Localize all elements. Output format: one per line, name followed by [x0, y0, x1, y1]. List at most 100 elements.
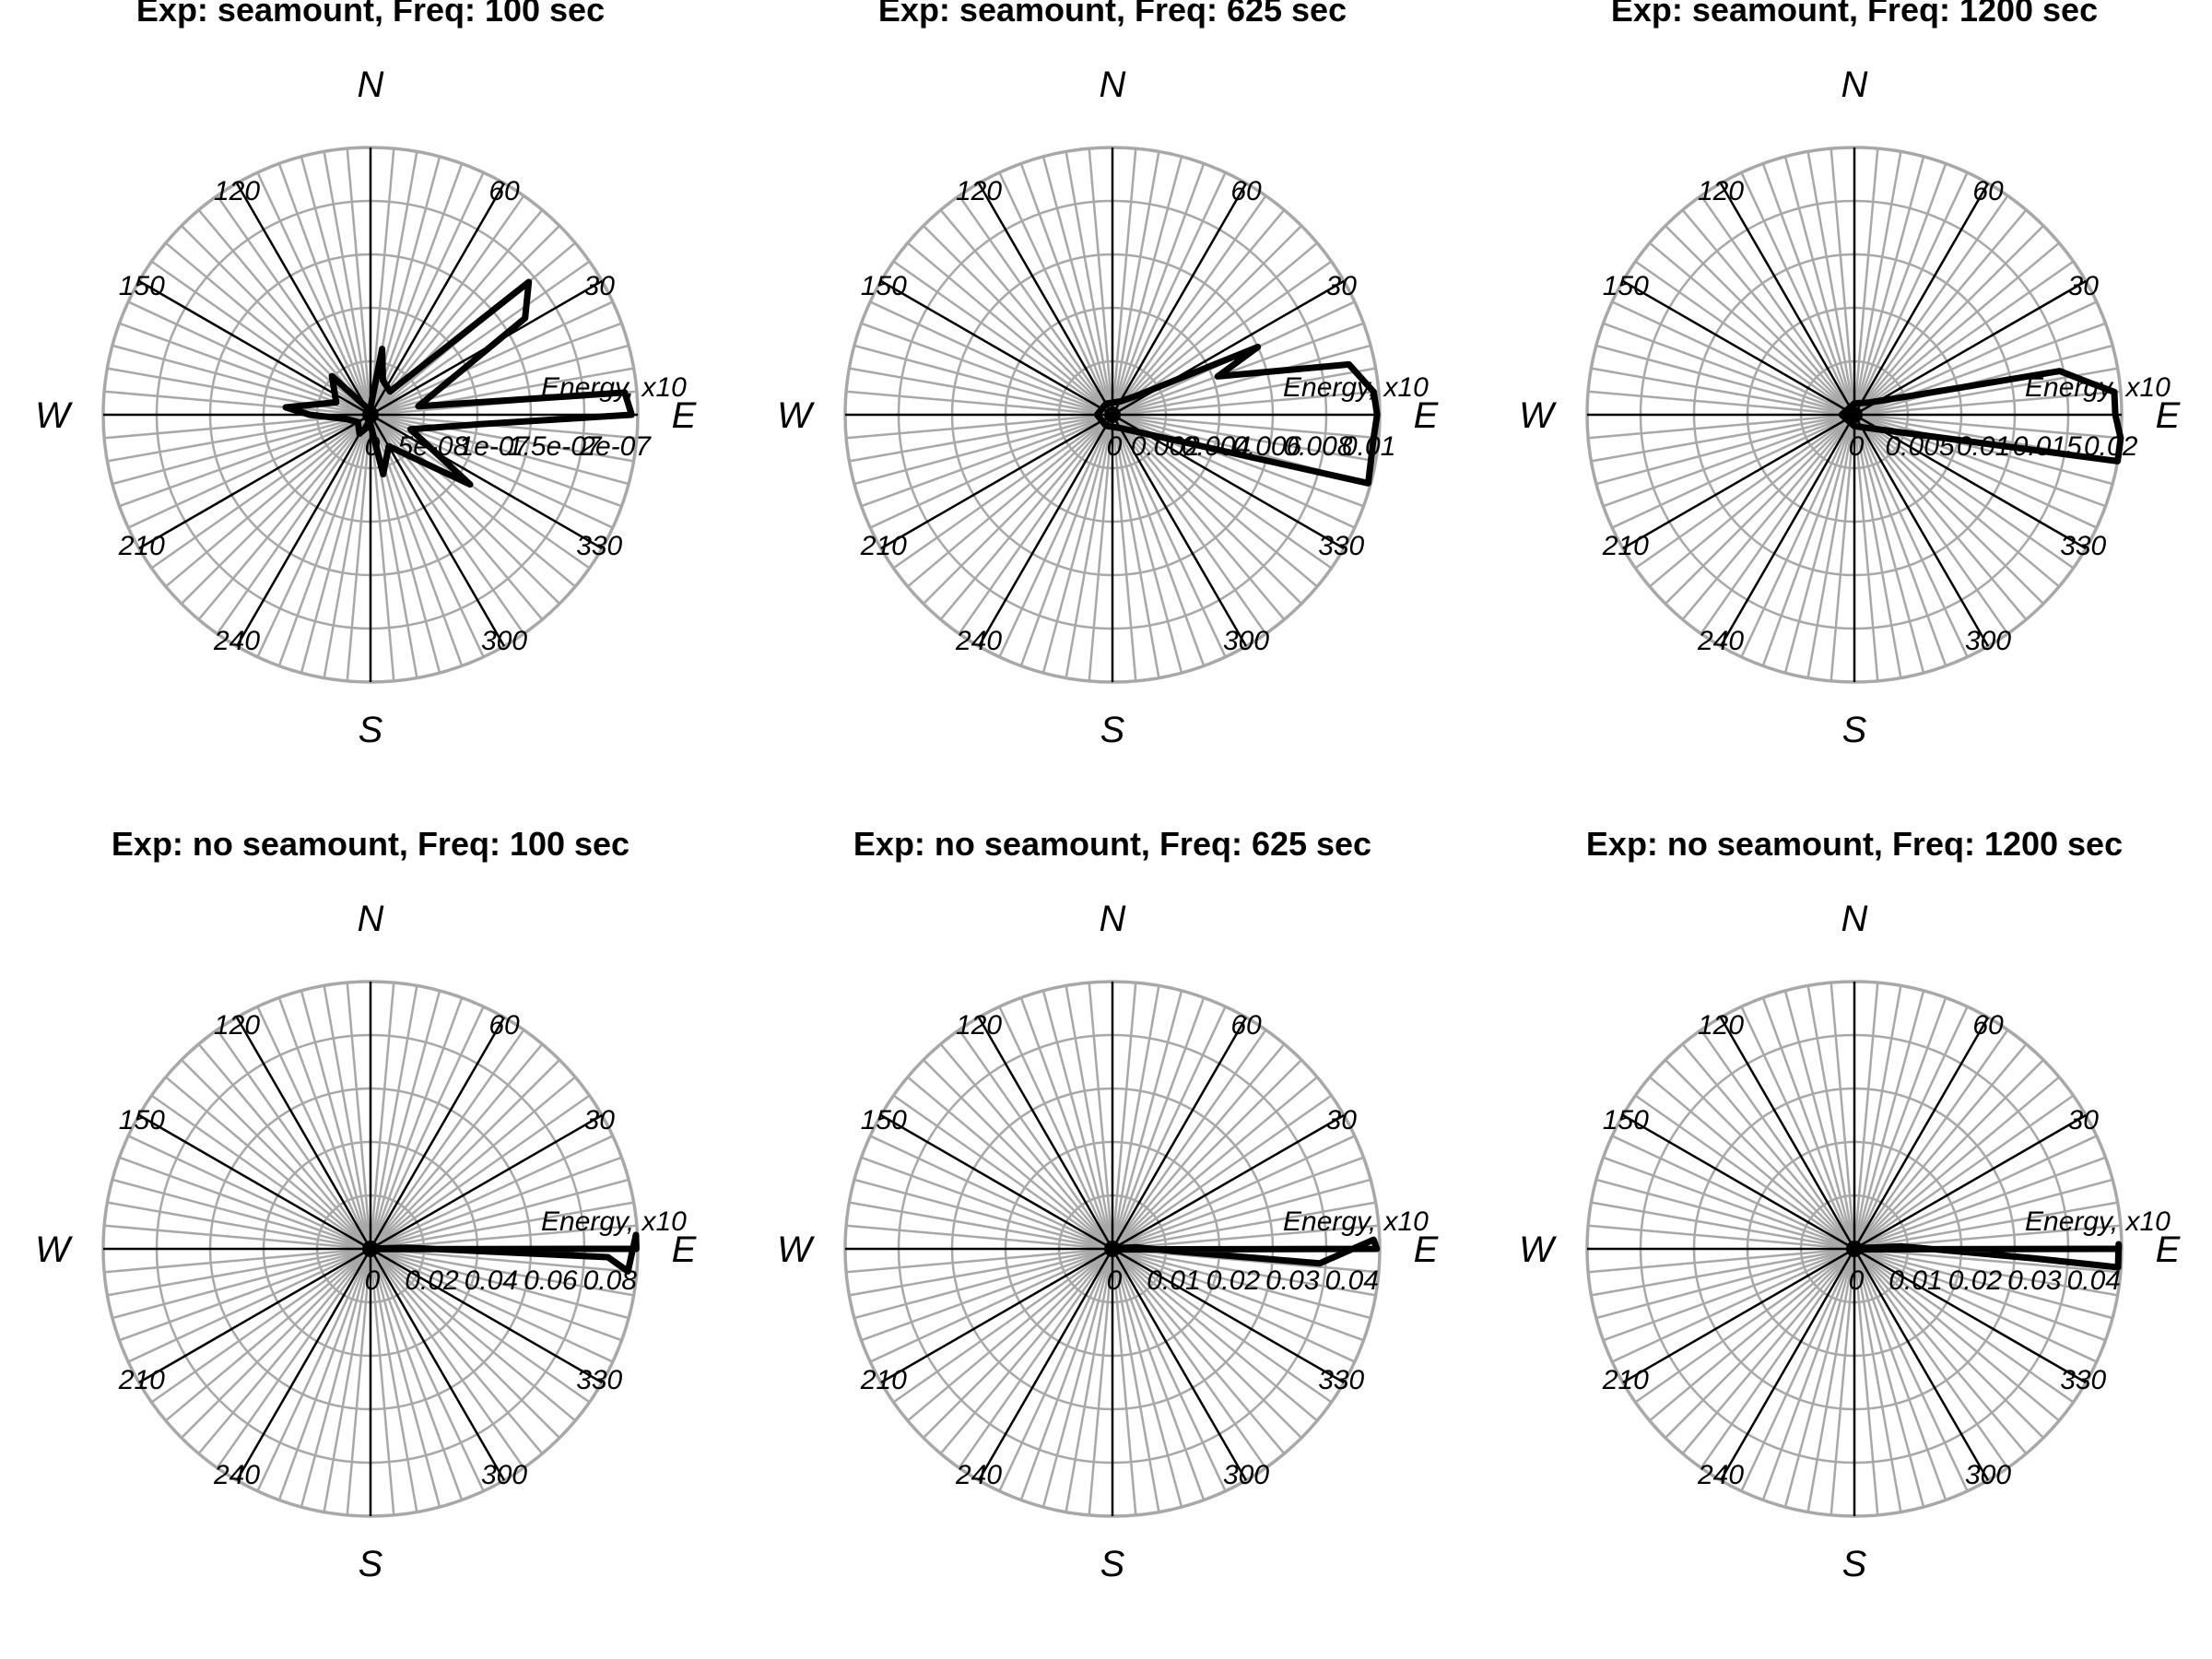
radial-tick-label: 0.04 — [1325, 1265, 1379, 1296]
angle-tick-label: 60 — [1230, 176, 1262, 206]
angle-tick-label: 30 — [2068, 1105, 2100, 1135]
angle-tick-label: 300 — [1223, 1460, 1269, 1490]
compass-label-west: W — [1519, 1230, 1557, 1270]
center-hub — [362, 1241, 379, 1257]
angle-tick-label: 330 — [1318, 531, 1364, 561]
compass-label-north: N — [1841, 65, 1868, 105]
angle-tick-label: 330 — [2060, 1365, 2106, 1395]
polar-panel: Exp: no seamount, Freq: 625 secNSEW30601… — [777, 825, 1440, 1584]
angle-tick-label: 300 — [481, 626, 527, 656]
compass-label-north: N — [358, 899, 384, 939]
compass-label-south: S — [359, 710, 383, 750]
compass-label-south: S — [359, 1544, 383, 1584]
angle-tick-label: 210 — [118, 531, 165, 561]
radial-tick-label: 0 — [1107, 431, 1123, 462]
angle-tick-label: 240 — [213, 1460, 260, 1490]
radial-tick-label: 0 — [1849, 1265, 1865, 1296]
angle-tick-label: 150 — [119, 271, 165, 301]
angle-tick-label: 120 — [214, 1010, 260, 1041]
angle-tick-label: 210 — [1602, 1365, 1649, 1395]
polar-panel: Exp: no seamount, Freq: 100 sec N S E W 30 60 1… — [35, 825, 698, 1584]
angle-tick-label: 330 — [2060, 531, 2106, 561]
angle-tick-label: 240 — [1697, 1460, 1744, 1490]
panel-title: Exp: seamount, Freq: 625 sec — [878, 0, 1347, 29]
compass-label-south: S — [1842, 1544, 1867, 1584]
compass-label-north: N — [1841, 899, 1868, 939]
angle-tick-label: 120 — [1698, 1010, 1744, 1041]
angle-tick-label: 120 — [956, 1010, 1002, 1041]
compass-label-north: N — [1100, 899, 1126, 939]
angle-tick-label: 150 — [861, 1105, 907, 1135]
angle-tick-label: 300 — [1965, 626, 2011, 656]
angle-tick-label: 150 — [861, 271, 907, 301]
compass-label-west: W — [777, 395, 815, 436]
center-hub — [1104, 1241, 1121, 1257]
radial-tick-label: 0 — [1849, 431, 1865, 462]
angle-tick-label: 60 — [488, 176, 520, 206]
compass-label-west: W — [35, 1230, 73, 1270]
radial-tick-label: 0.03 — [2007, 1265, 2062, 1296]
panel-title: Exp: no seamount, Freq: 1200 sec — [1586, 825, 2123, 863]
angle-tick-label: 240 — [955, 626, 1002, 656]
angle-tick-label: 240 — [213, 626, 260, 656]
radial-tick-label: 0.06 — [524, 1265, 578, 1296]
angle-tick-label: 120 — [956, 176, 1002, 206]
radial-axis-unit: Energy, x10 — [541, 1206, 687, 1237]
center-hub — [1846, 406, 1863, 423]
angle-tick-label: 60 — [488, 1010, 520, 1041]
radial-tick-label: 0.01 — [1147, 1265, 1200, 1296]
compass-label-west: W — [777, 1230, 815, 1270]
polar-panel: Exp: seamount, Freq: 625 secNSEW30601201… — [777, 0, 1440, 750]
compass-label-south: S — [1100, 710, 1125, 750]
radial-axis-unit: Energy, x10 — [1283, 1206, 1429, 1237]
angle-tick-label: 240 — [955, 1460, 1002, 1490]
panel-title: Exp: no seamount, Freq: 625 sec — [853, 825, 1371, 863]
center-hub — [362, 406, 379, 423]
angle-tick-label: 30 — [1326, 271, 1358, 301]
angle-tick-label: 210 — [118, 1365, 165, 1395]
panel-title: Exp: seamount, Freq: 1200 sec — [1611, 0, 2098, 29]
radial-tick-label: 2e-07 — [579, 431, 652, 462]
panel-title: Exp: seamount, Freq: 100 sec — [136, 0, 605, 29]
radial-tick-label: 0 — [365, 1265, 381, 1296]
polar-panel: Exp: seamount, Freq: 1200 secNSEW3060120… — [1519, 0, 2182, 750]
angle-tick-label: 330 — [576, 1365, 622, 1395]
compass-label-south: S — [1842, 710, 1867, 750]
compass-label-north: N — [1100, 65, 1126, 105]
angle-tick-label: 150 — [119, 1105, 165, 1135]
radial-tick-label: 0.02 — [1206, 1265, 1261, 1296]
angle-tick-label: 150 — [1603, 271, 1649, 301]
center-hub — [1846, 1241, 1863, 1257]
angle-tick-label: 30 — [584, 271, 616, 301]
angle-tick-label: 30 — [2068, 271, 2100, 301]
radial-tick-label: 0.04 — [465, 1265, 518, 1296]
angle-tick-label: 120 — [214, 176, 260, 206]
angle-tick-label: 210 — [1602, 531, 1649, 561]
angle-tick-label: 240 — [1697, 626, 1744, 656]
compass-label-north: N — [358, 65, 384, 105]
radial-tick-label: 0.02 — [1948, 1265, 2003, 1296]
angle-tick-label: 60 — [1230, 1010, 1262, 1041]
radial-tick-label: 0 — [1107, 1265, 1123, 1296]
panel-title: Exp: no seamount, Freq: 100 sec — [112, 825, 629, 863]
angle-tick-label: 300 — [1965, 1460, 2011, 1490]
radial-tick-label: 0.04 — [2067, 1265, 2121, 1296]
angle-tick-label: 60 — [1972, 176, 2004, 206]
angle-tick-label: 300 — [1223, 626, 1269, 656]
compass-label-west: W — [1519, 395, 1557, 436]
center-hub — [1104, 406, 1121, 423]
angle-tick-label: 120 — [1698, 176, 1744, 206]
compass-label-south: S — [1100, 1544, 1125, 1584]
angle-tick-label: 300 — [481, 1460, 527, 1490]
angle-tick-label: 210 — [860, 531, 907, 561]
radial-tick-label: 0.02 — [405, 1265, 459, 1296]
radial-tick-label: 0.01 — [1888, 1265, 1942, 1296]
polar-panel: Exp: no seamount, Freq: 1200 secNSEW3060… — [1519, 825, 2182, 1584]
polar-panel: Exp: seamount, Freq: 100 sec N S E W 30 60 120 1… — [35, 0, 698, 750]
angle-tick-label: 30 — [584, 1105, 616, 1135]
angle-tick-label: 150 — [1603, 1105, 1649, 1135]
angle-tick-label: 330 — [576, 531, 622, 561]
angle-tick-label: 30 — [1326, 1105, 1358, 1135]
compass-label-west: W — [35, 395, 73, 436]
